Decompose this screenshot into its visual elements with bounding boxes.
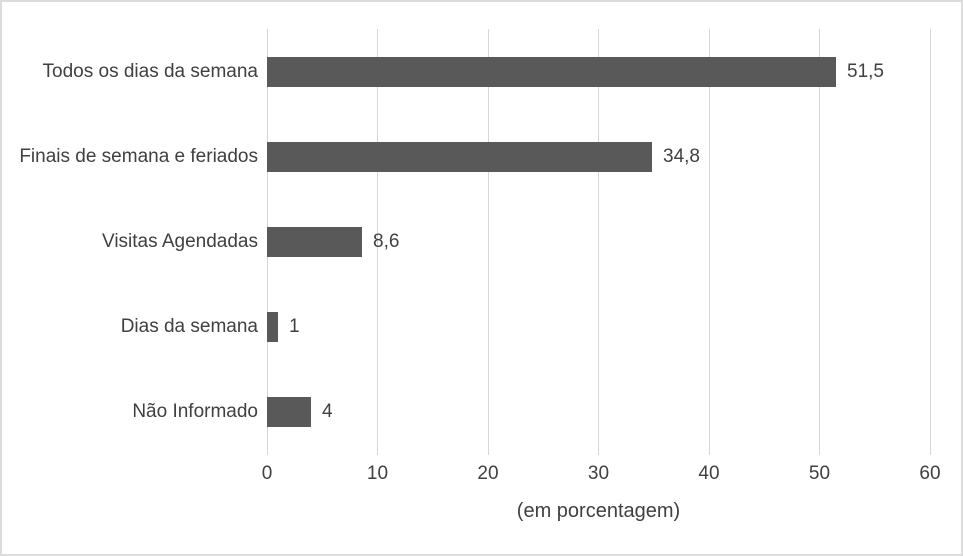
gridline <box>377 29 378 455</box>
bar <box>267 227 362 257</box>
value-label: 51,5 <box>847 61 884 82</box>
value-label: 34,8 <box>663 146 700 167</box>
gridline <box>487 29 489 455</box>
x-tick-label: 40 <box>698 463 720 484</box>
x-tick-label: 10 <box>366 463 389 484</box>
x-tick-label: 0 <box>261 463 273 484</box>
bar <box>267 312 278 342</box>
category-label: Finais de semana e feriados <box>19 146 258 167</box>
category-label: Todos os dias da semana <box>42 61 258 82</box>
x-tick-label: 20 <box>477 463 499 484</box>
bar <box>267 397 311 427</box>
x-axis-title: (em porcentagem) <box>516 500 681 522</box>
gridline <box>598 29 599 455</box>
bar <box>267 142 652 172</box>
value-label: 8,6 <box>373 231 400 252</box>
x-tick-label: 30 <box>587 463 610 484</box>
category-label: Dias da semana <box>120 316 258 337</box>
category-label: Visitas Agendadas <box>102 231 258 252</box>
category-label: Não Informado <box>132 401 258 422</box>
gridline <box>708 29 710 455</box>
value-label: 4 <box>322 401 333 422</box>
x-tick-label: 60 <box>919 463 941 484</box>
x-tick-label: 50 <box>808 463 831 484</box>
bar <box>267 57 836 87</box>
value-label: 1 <box>289 316 300 337</box>
gridline <box>929 29 931 455</box>
gridline <box>819 29 820 455</box>
